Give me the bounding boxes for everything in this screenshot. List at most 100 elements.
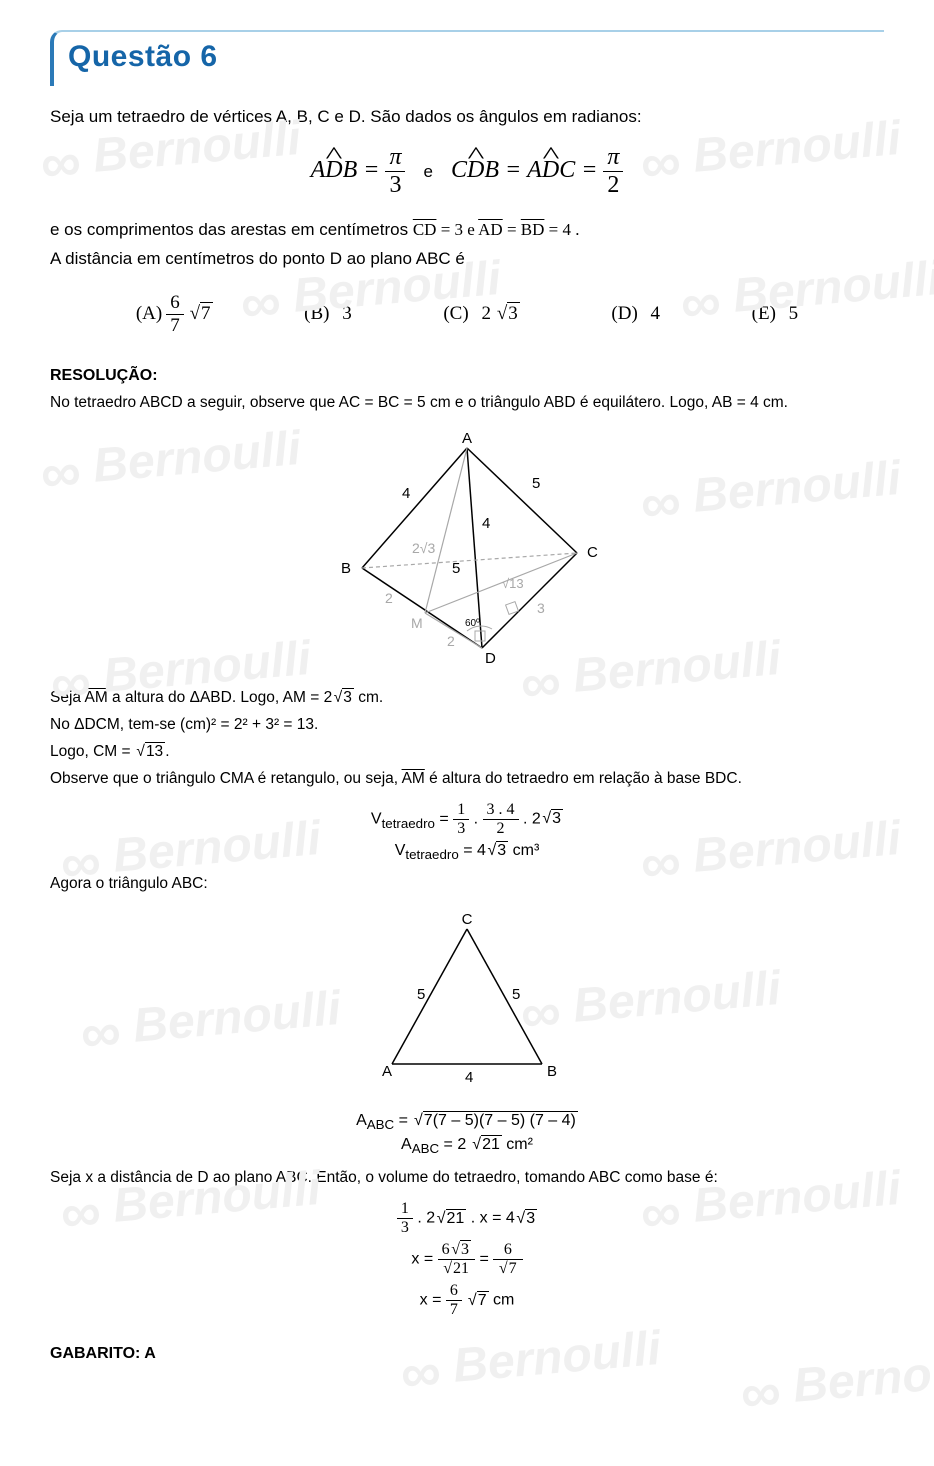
- svg-text:4: 4: [465, 1069, 473, 1086]
- page: ∞ Bernoulli ∞ Bernoulli ∞ Bernoulli ∞ Be…: [0, 0, 934, 1413]
- svg-text:60º: 60º: [465, 618, 480, 629]
- sol-line7: Seja x a distância de D ao plano ABC. En…: [50, 1166, 884, 1190]
- v-34: 3 . 4: [483, 801, 519, 820]
- l4-pre: Logo, CM =: [50, 743, 135, 760]
- svg-text:4: 4: [482, 515, 490, 532]
- l2-am: AM: [84, 689, 107, 706]
- f-fs: 7: [477, 1291, 489, 1309]
- l4-sqrt: 13: [145, 742, 165, 760]
- given-lengths: e os comprimentos das arestas em centíme…: [50, 217, 884, 243]
- l4-post: .: [165, 743, 169, 760]
- a-label2: A: [401, 1136, 412, 1153]
- question-header: Questão 6: [50, 30, 884, 86]
- distance-line: A distância em centímetros do ponto D ao…: [50, 246, 884, 272]
- f-fu: cm: [489, 1292, 515, 1309]
- eq-3: 3: [385, 172, 405, 199]
- v-rc: 4: [477, 842, 486, 859]
- cd-val: = 3 e: [436, 220, 478, 239]
- svg-text:B: B: [341, 560, 351, 577]
- svg-text:C: C: [462, 914, 473, 928]
- v-s3: 3: [551, 809, 563, 827]
- f-1: 1: [397, 1200, 413, 1219]
- ad-eq: =: [503, 220, 521, 239]
- option-B: (B) 3: [304, 303, 352, 325]
- f-c2: 2: [426, 1210, 435, 1227]
- gabarito: GABARITO: A: [50, 1345, 884, 1363]
- svg-text:A: A: [462, 433, 472, 447]
- opt-C-coef: 2: [481, 303, 491, 325]
- l2-sqrt: 3: [342, 688, 354, 706]
- f-4: 4: [506, 1210, 515, 1227]
- opt-A-sqrt: 7: [200, 302, 213, 324]
- svg-text:5: 5: [512, 986, 520, 1003]
- v-3: 3: [453, 820, 469, 838]
- svg-text:2: 2: [447, 633, 455, 649]
- f-fd: 7: [446, 1301, 462, 1319]
- svg-text:D: D: [485, 650, 496, 663]
- f-fn: 6: [446, 1282, 462, 1301]
- svg-text:M: M: [411, 615, 423, 631]
- opt-A-den: 7: [166, 315, 184, 337]
- eq-2: 2: [603, 172, 623, 199]
- l5-pre: Observe que o triângulo CMA é retangulo,…: [50, 770, 402, 787]
- sol-line4: Logo, CM = 13.: [50, 740, 884, 764]
- svg-text:5: 5: [417, 986, 425, 1003]
- eq-A1: A: [311, 157, 326, 183]
- final-equation: 13 . 221 . x = 43 x = 63 21 = 6 7 x = 67…: [50, 1200, 884, 1319]
- eq-B2: B =: [484, 157, 521, 183]
- a-sub: ABC: [367, 1117, 394, 1132]
- option-A: (A) 677: [136, 292, 213, 337]
- eq-pi1: π: [389, 144, 401, 170]
- a-unit: cm²: [502, 1136, 533, 1153]
- v-label2: V: [395, 842, 406, 859]
- f-s21: 21: [446, 1209, 467, 1227]
- a-rc: 2: [457, 1136, 470, 1153]
- opt-C-sqrt: 3: [507, 302, 520, 324]
- svg-text:2: 2: [385, 590, 393, 606]
- f-d2s: 7: [508, 1259, 519, 1277]
- options-row: (A) 677 (B) 3 (C) 23 (D) 4 (E) 5: [90, 292, 844, 337]
- diagram-triangle: C A B 5 5 4: [50, 914, 884, 1094]
- a-label: A: [356, 1112, 367, 1129]
- question-title: Questão 6: [68, 40, 884, 74]
- given-pre: e os comprimentos das arestas em centíme…: [50, 220, 413, 239]
- solution-label: RESOLUÇÃO:: [50, 367, 884, 385]
- eq-B1: B =: [343, 157, 380, 183]
- a-sub2: ABC: [412, 1141, 439, 1156]
- opt-A-label: (A): [136, 303, 162, 325]
- f-eq: =: [479, 1251, 493, 1268]
- v-sub2: tetraedro: [405, 847, 458, 862]
- area-equation: AABC = 7(7 – 5)(7 – 5) (7 – 4) AABC = 2 …: [50, 1112, 884, 1156]
- eq-D2a: D: [467, 157, 484, 183]
- v-2: 2: [483, 820, 519, 838]
- eq-pi2: π: [607, 144, 619, 170]
- sol-line1: No tetraedro ABCD a seguir, observe que …: [50, 391, 884, 415]
- opt-D-val: 4: [651, 303, 661, 325]
- v-label: V: [371, 810, 382, 827]
- svg-text:√13: √13: [502, 576, 524, 591]
- sol-line2: Seja AM a altura do ΔABD. Logo, AM = 23 …: [50, 686, 884, 710]
- svg-text:3: 3: [537, 600, 545, 616]
- svg-text:2√3: 2√3: [412, 540, 435, 556]
- opt-E-val: 5: [789, 303, 799, 325]
- sol-line6: Agora o triângulo ABC:: [50, 872, 884, 896]
- bd-val: = 4 .: [544, 220, 579, 239]
- f-xe2: x =: [420, 1292, 446, 1309]
- main-equation: ADB = π3 e CDB = ADC = π2: [50, 144, 884, 199]
- eq-C2b: C =: [559, 157, 597, 183]
- svg-text:C: C: [587, 544, 598, 561]
- bd-bar: BD: [521, 220, 545, 239]
- opt-B-label: (B): [304, 303, 329, 325]
- l2-val: 2: [324, 689, 333, 706]
- v-sub: tetraedro: [382, 816, 435, 831]
- volume-equation: Vtetraedro = 13 . 3 . 42 . 23 Vtetraedro…: [50, 801, 884, 862]
- f-d1s: 21: [452, 1259, 471, 1277]
- svg-text:A: A: [382, 1063, 392, 1080]
- eq-D1: D: [325, 157, 342, 183]
- f-n1: 6: [442, 1241, 450, 1258]
- option-C: (C) 23: [443, 303, 519, 325]
- l5-post: é altura do tetraedro em relação à base …: [425, 770, 742, 787]
- eq-connector: e: [423, 162, 432, 181]
- f-3: 3: [397, 1219, 413, 1237]
- option-E: (E) 5: [752, 303, 799, 325]
